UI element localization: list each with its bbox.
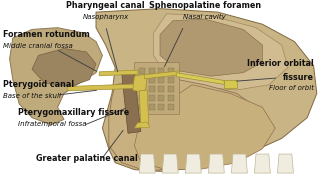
Text: Middle cranial fossa: Middle cranial fossa (3, 43, 73, 49)
Polygon shape (139, 90, 149, 127)
Text: Greater palatine canal: Greater palatine canal (36, 154, 137, 163)
Polygon shape (231, 154, 247, 173)
Bar (149, 68, 155, 74)
Text: Nasal cavity: Nasal cavity (183, 14, 226, 20)
Polygon shape (134, 122, 150, 128)
Bar (168, 77, 174, 83)
Bar (149, 104, 155, 110)
Bar (149, 77, 155, 83)
Polygon shape (67, 84, 138, 91)
Polygon shape (134, 85, 275, 170)
Bar (139, 86, 145, 92)
Bar (168, 68, 174, 74)
Text: Pterygomaxillary fissure: Pterygomaxillary fissure (18, 108, 129, 117)
Bar (158, 68, 164, 74)
Polygon shape (160, 19, 262, 76)
Text: Floor of orbit: Floor of orbit (268, 85, 314, 91)
Polygon shape (162, 154, 178, 173)
Polygon shape (32, 48, 96, 87)
Polygon shape (96, 9, 317, 171)
Polygon shape (134, 62, 179, 114)
Text: Sphenopalatine foramen: Sphenopalatine foramen (149, 1, 261, 10)
Text: Nasopharynx: Nasopharynx (83, 14, 129, 20)
Text: fissure: fissure (283, 73, 314, 82)
Polygon shape (154, 14, 288, 90)
Bar (139, 104, 145, 110)
Bar (158, 104, 164, 110)
Text: Pharyngeal canal: Pharyngeal canal (66, 1, 145, 10)
Bar (158, 77, 164, 83)
Bar (158, 86, 164, 92)
Bar (168, 86, 174, 92)
Bar (158, 95, 164, 101)
Text: Inferior orbital: Inferior orbital (247, 59, 314, 68)
Polygon shape (10, 28, 102, 125)
Polygon shape (208, 154, 224, 173)
Polygon shape (122, 71, 141, 133)
Text: Foramen rotundum: Foramen rotundum (3, 30, 90, 39)
Bar (149, 86, 155, 92)
Polygon shape (139, 154, 155, 173)
Bar (139, 77, 145, 83)
Polygon shape (254, 154, 270, 173)
Polygon shape (176, 73, 225, 84)
Polygon shape (99, 70, 138, 76)
Bar (139, 68, 145, 74)
Bar (168, 104, 174, 110)
Bar (149, 95, 155, 101)
Polygon shape (133, 74, 147, 92)
Bar (168, 95, 174, 101)
Polygon shape (144, 71, 180, 79)
Bar (139, 95, 145, 101)
Polygon shape (109, 76, 256, 171)
Text: Infratemporal fossa: Infratemporal fossa (18, 121, 86, 127)
Text: Pterygoid canal: Pterygoid canal (3, 80, 74, 89)
Text: Base of the skull: Base of the skull (3, 93, 61, 100)
Polygon shape (185, 154, 201, 173)
Polygon shape (277, 154, 293, 173)
Polygon shape (224, 80, 237, 88)
